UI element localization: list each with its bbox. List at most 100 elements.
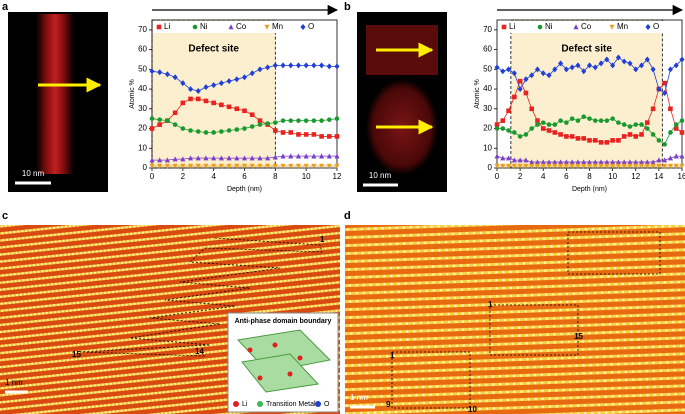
marker — [569, 64, 575, 71]
marker — [172, 163, 178, 169]
marker — [552, 66, 558, 73]
y-tick-label: 30 — [138, 104, 147, 113]
marker — [149, 163, 155, 169]
marker — [500, 118, 506, 123]
marker — [241, 155, 248, 161]
marker — [157, 157, 163, 163]
marker — [241, 74, 248, 81]
panel-label: c — [2, 210, 8, 222]
scale-label: 10 nm — [369, 171, 392, 180]
marker — [517, 78, 523, 84]
marker — [257, 118, 263, 123]
marker — [662, 90, 668, 97]
marker — [639, 132, 644, 137]
legend-label: O — [653, 22, 659, 31]
y-axis-label: Atomic % — [474, 79, 481, 109]
marker — [633, 66, 639, 73]
marker — [627, 159, 633, 165]
marker — [500, 163, 506, 169]
marker — [592, 163, 598, 169]
marker — [627, 60, 633, 67]
marker — [149, 126, 155, 131]
marker — [226, 78, 232, 85]
marker — [494, 163, 500, 169]
marker — [195, 155, 201, 161]
marker — [633, 159, 639, 165]
marker — [501, 24, 507, 30]
marker — [535, 118, 540, 123]
marker — [610, 62, 616, 69]
marker — [540, 126, 546, 131]
marker — [662, 163, 668, 169]
site-number: 1 — [390, 351, 395, 360]
marker — [529, 106, 534, 112]
marker — [673, 126, 679, 131]
marker — [242, 126, 247, 131]
marker — [540, 70, 546, 77]
marker — [188, 86, 194, 93]
marker — [598, 163, 604, 169]
legend-label: O — [324, 401, 330, 408]
marker — [226, 104, 232, 110]
marker — [668, 130, 673, 135]
marker — [529, 126, 534, 131]
marker — [326, 163, 332, 169]
marker — [219, 102, 224, 108]
x-tick-label: 0 — [150, 172, 155, 181]
marker — [668, 106, 673, 112]
marker — [546, 72, 552, 79]
marker — [156, 24, 162, 30]
marker — [511, 163, 517, 169]
marker — [280, 130, 286, 135]
marker — [288, 153, 294, 159]
marker — [644, 159, 650, 165]
marker — [303, 153, 309, 159]
marker — [272, 154, 278, 160]
marker — [569, 159, 575, 165]
marker — [195, 129, 201, 134]
marker — [645, 120, 650, 125]
marker — [679, 130, 685, 135]
marker — [581, 114, 587, 119]
marker — [500, 126, 506, 131]
legend-label: Li — [164, 22, 170, 31]
marker — [604, 159, 610, 165]
marker — [627, 163, 633, 169]
marker — [650, 132, 656, 137]
marker — [494, 153, 500, 159]
site-number: 10 — [468, 405, 477, 414]
marker — [534, 159, 540, 165]
marker — [494, 126, 500, 131]
marker — [627, 124, 633, 129]
marker — [511, 70, 517, 77]
marker — [564, 134, 569, 139]
marker — [203, 98, 209, 104]
marker — [334, 63, 340, 70]
y-tick-label: 20 — [483, 124, 492, 133]
marker — [157, 122, 163, 127]
x-tick-label: 6 — [242, 172, 247, 181]
marker — [234, 76, 240, 83]
marker — [656, 157, 662, 163]
marker — [523, 90, 529, 96]
marker — [172, 110, 178, 116]
marker — [563, 159, 569, 165]
marker — [157, 69, 163, 76]
marker — [604, 163, 610, 169]
marker — [558, 163, 564, 169]
marker — [180, 156, 186, 162]
crystal — [241, 353, 320, 393]
x-axis-label: Depth (nm) — [572, 186, 607, 193]
marker — [592, 138, 598, 143]
x-tick-label: 12 — [333, 172, 342, 181]
legend-box — [498, 21, 676, 33]
marker — [645, 24, 651, 30]
marker — [257, 163, 263, 169]
legend-label: O — [308, 22, 314, 31]
marker — [494, 64, 500, 71]
marker — [264, 24, 270, 30]
marker — [288, 62, 294, 69]
legend-box — [153, 21, 331, 33]
marker — [249, 124, 255, 129]
